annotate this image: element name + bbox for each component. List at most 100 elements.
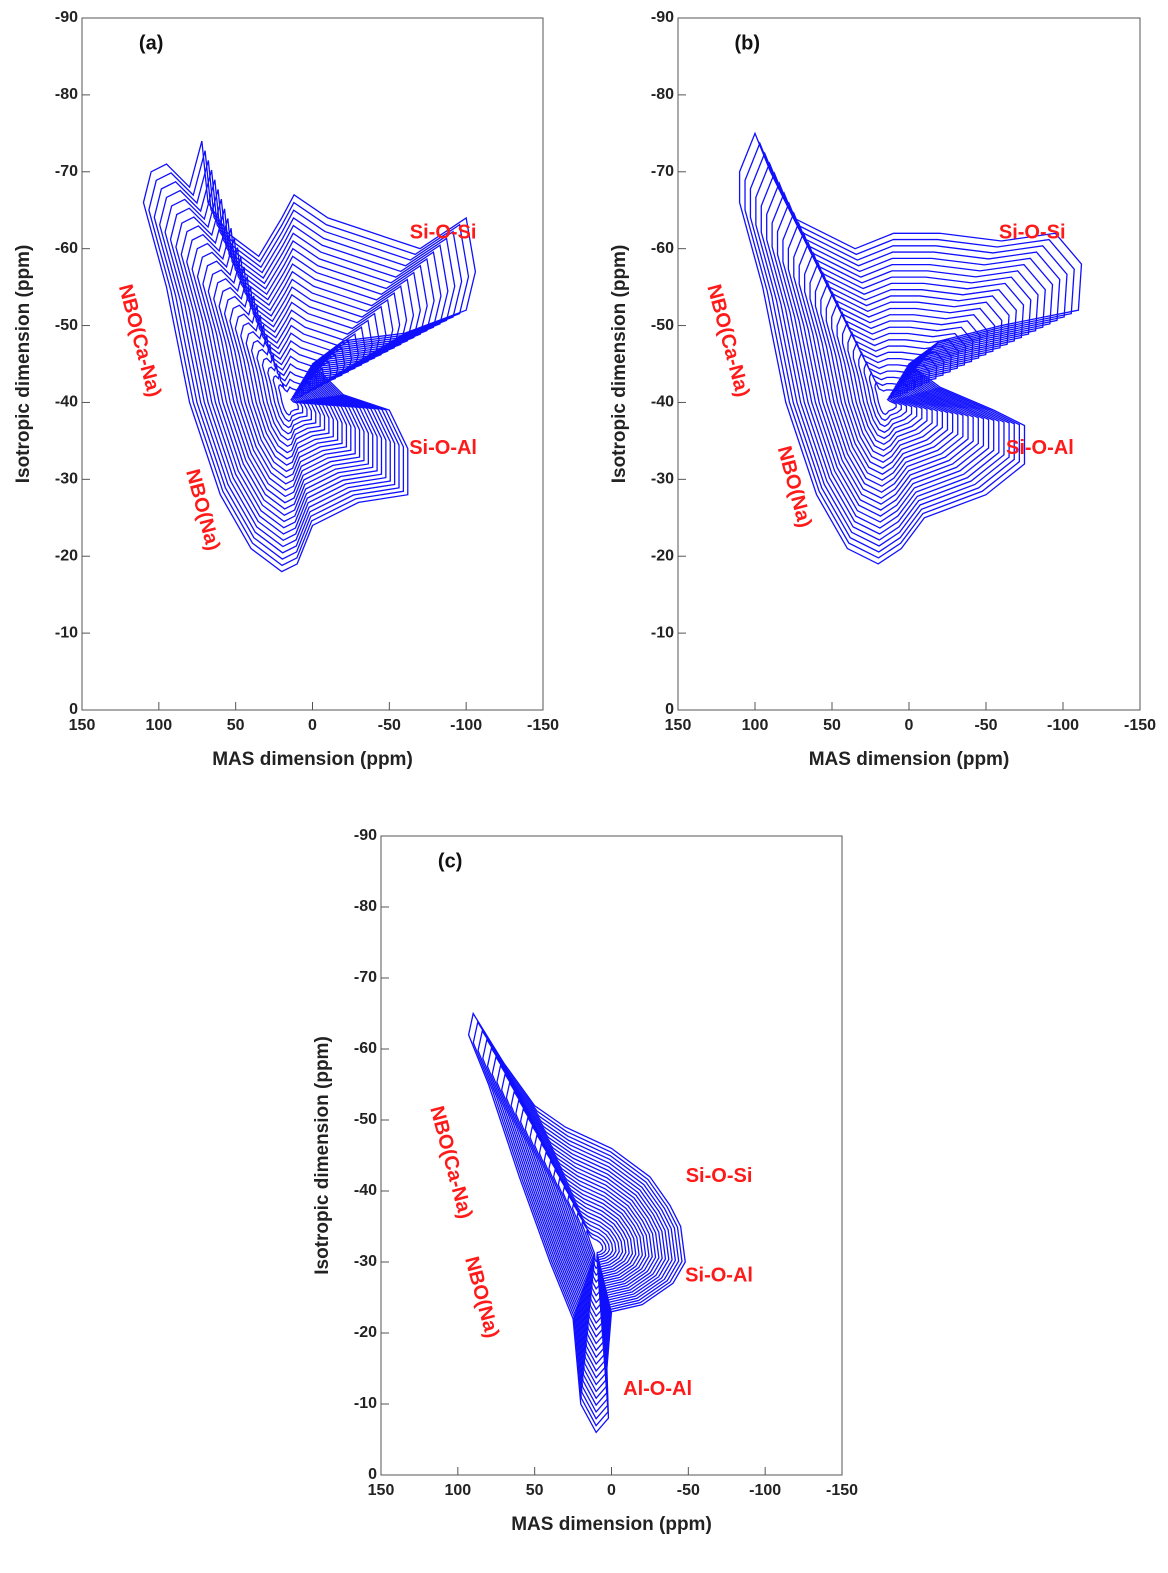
y-axis-title: Isotropic dimension (ppm) [312,1036,333,1275]
contour-line [798,241,1003,499]
annotation: Si-O-Si [410,222,477,244]
y-tick-label: -60 [55,240,78,257]
y-tick-label: -30 [651,471,674,488]
y-tick-label: -70 [354,969,377,986]
x-axis-title: MAS dimension (ppm) [511,1514,712,1535]
x-tick-label: 0 [308,717,317,734]
contour-line [234,305,359,466]
y-tick-label: -40 [354,1182,377,1199]
contour-line [191,227,415,516]
annotation: Si-O-Al [409,437,477,459]
x-tick-label: 100 [742,717,769,734]
x-tick-label: 150 [368,1482,395,1499]
contour-line [586,1228,604,1263]
x-tick-label: -50 [974,717,997,734]
contour-line [250,334,339,448]
x-tick-label: -50 [378,717,401,734]
annotation: NBO(Na) [181,467,224,553]
annotation: Si-O-Al [685,1264,753,1286]
y-tick-label: -10 [651,624,674,641]
x-tick-label: 100 [444,1482,471,1499]
y-tick-label: -30 [354,1253,377,1270]
x-axis-title: MAS dimension (ppm) [212,749,413,770]
annotation: NBO(Na) [460,1254,503,1340]
contour-line [515,1098,653,1366]
annotation: NBO(Na) [773,444,816,530]
x-tick-label: 50 [227,717,245,734]
y-tick-label: -70 [55,163,78,180]
annotation: Si-O-Al [1006,437,1074,459]
annotation: Al-O-Al [623,1378,692,1400]
contour-line [534,1133,640,1338]
x-tick-label: -100 [450,717,482,734]
contour-line [571,1202,614,1284]
contour-line [500,1072,663,1386]
x-tick-label: 0 [905,717,914,734]
x-tick-label: 150 [665,717,692,734]
y-tick-label: 0 [368,1466,377,1483]
contour-line [223,286,373,479]
annotation: Si-O-Si [999,222,1066,244]
y-tick-label: -30 [55,471,78,488]
annotation: NBO(Ca-Na) [702,282,753,399]
contour-line [277,382,304,416]
contour-line [874,380,902,416]
contour-line [552,1167,627,1311]
contour-line [576,1211,611,1277]
contour-line [519,1107,650,1359]
annotation: NBO(Ca-Na) [425,1104,476,1221]
x-tick-label: 50 [526,1482,544,1499]
panel-label: (a) [139,32,163,54]
contour-line [538,1141,637,1331]
y-tick-label: -80 [354,898,377,915]
y-tick-label: -80 [55,86,78,103]
contour-line [529,1124,644,1345]
y-tick-label: 0 [69,701,78,718]
x-tick-label: -100 [749,1482,781,1499]
contour-line [267,363,318,429]
y-axis-title: Isotropic dimension (ppm) [13,245,34,484]
panel-label: (c) [438,850,462,872]
contour-line [486,1046,673,1407]
contour-line [482,1037,677,1414]
y-tick-label: -60 [651,240,674,257]
x-tick-label: -150 [826,1482,858,1499]
contour-line [142,140,477,573]
x-tick-label: 150 [69,717,96,734]
y-tick-label: -50 [354,1111,377,1128]
contour-line [510,1089,657,1373]
contour-line [581,1220,607,1270]
x-tick-label: -100 [1047,717,1079,734]
contour-line [567,1194,617,1290]
y-tick-label: -20 [55,547,78,564]
y-tick-label: -90 [651,9,674,26]
annotation: NBO(Ca-Na) [114,282,165,399]
y-tick-label: -90 [55,9,78,26]
contour-line [524,1115,647,1352]
contour-line [557,1176,624,1304]
y-tick-label: -10 [55,624,78,641]
contour-line [543,1150,634,1325]
contour-line [245,324,346,454]
y-tick-label: -80 [651,86,674,103]
y-axis-title: Isotropic dimension (ppm) [609,245,630,484]
x-tick-label: 100 [145,717,172,734]
contour-line [505,1081,660,1379]
x-tick-label: -50 [677,1482,700,1499]
panel-label: (b) [735,32,761,54]
contour-line [496,1063,667,1393]
contour-line [491,1055,670,1400]
y-tick-label: 0 [665,701,674,718]
y-tick-label: -10 [354,1395,377,1412]
y-tick-label: -60 [354,1040,377,1057]
contour-line [548,1159,630,1318]
annotation: Si-O-Si [686,1165,753,1187]
y-tick-label: -20 [651,547,674,564]
x-tick-label: 50 [823,717,841,734]
contour-line [472,1020,683,1427]
y-tick-label: -70 [651,163,674,180]
contour-line [202,247,401,504]
contour-line [186,218,421,523]
contour-line [477,1029,680,1420]
